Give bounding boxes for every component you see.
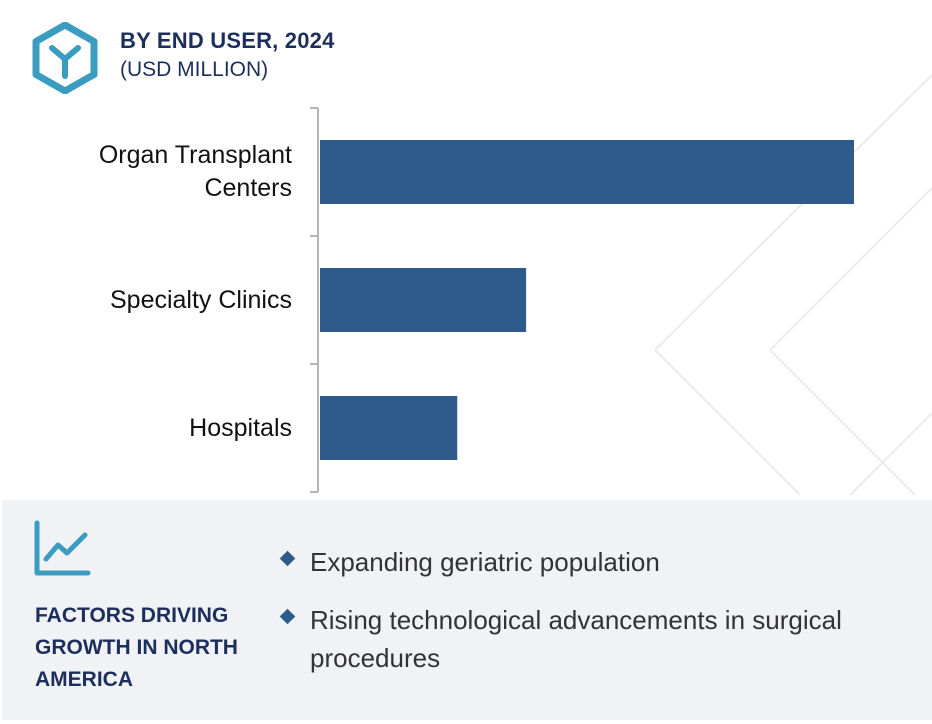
bar — [320, 396, 458, 460]
category-label: Organ Transplant Centers — [98, 141, 292, 202]
category-label: Specialty Clinics — [109, 285, 292, 314]
bullet-diamond-icon — [279, 550, 296, 567]
category-label: Hospitals — [189, 413, 292, 442]
bullet-diamond-icon — [279, 608, 296, 625]
line-chart-icon — [34, 520, 91, 576]
chart-subtitle: (USD MILLION) — [120, 58, 269, 81]
factor-item: Rising technological advancements in sur… — [279, 601, 902, 677]
factor-text: Rising technological advancements in sur… — [310, 605, 842, 673]
chart-title: BY END USER, 2024 — [120, 28, 335, 53]
factors-panel — [2, 500, 932, 720]
bar-chart — [310, 107, 854, 493]
bar — [320, 268, 527, 332]
factor-text: Expanding geriatric population — [310, 547, 660, 577]
factors-title: FACTORS DRIVING GROWTH IN NORTH AMERICA — [35, 604, 238, 691]
factor-item: Expanding geriatric population — [279, 543, 902, 581]
hexagon-y-logo-icon — [32, 22, 98, 94]
bar — [320, 140, 854, 204]
